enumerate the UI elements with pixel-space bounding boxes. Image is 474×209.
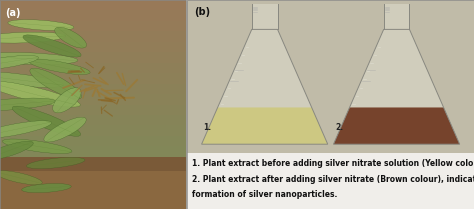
Ellipse shape [27,157,85,169]
Polygon shape [334,107,460,144]
Bar [0,157,186,209]
Bar [187,153,474,209]
Ellipse shape [0,32,65,43]
Text: 2.: 2. [336,123,344,132]
Ellipse shape [30,68,82,99]
Bar [0,8,186,21]
Ellipse shape [44,117,86,142]
Bar [0,134,186,146]
Bar [0,92,186,104]
Bar [0,165,186,178]
Polygon shape [201,29,328,144]
Bar [0,102,186,115]
Bar [252,4,278,29]
Ellipse shape [0,52,78,65]
Bar [0,0,186,10]
Bar [0,186,186,199]
Bar [0,0,186,209]
Ellipse shape [53,88,81,113]
Text: (b): (b) [194,7,210,17]
Bar [0,196,186,209]
Bar [0,71,186,84]
Text: (a): (a) [5,8,20,18]
Bar [187,0,474,209]
Text: 1.: 1. [203,123,211,132]
Ellipse shape [0,81,80,107]
Ellipse shape [0,71,64,87]
Ellipse shape [55,27,87,48]
Bar [0,144,186,157]
Ellipse shape [29,59,90,74]
Ellipse shape [12,106,81,136]
Ellipse shape [23,35,81,57]
Bar [0,29,186,42]
Bar [187,0,474,153]
Bar [0,40,186,52]
Bar [0,155,186,167]
Text: 1. Plant extract before adding silver nitrate solution (Yellow colour).: 1. Plant extract before adding silver ni… [192,159,474,168]
Ellipse shape [0,141,33,160]
Bar [0,19,186,31]
Bar [383,4,410,29]
Ellipse shape [22,184,71,193]
Text: formation of silver nanoparticles.: formation of silver nanoparticles. [192,190,337,199]
Bar [0,176,186,188]
Bar [0,123,186,136]
Bar [0,171,186,209]
Polygon shape [334,29,460,144]
Ellipse shape [0,55,38,70]
Text: 2. Plant extract after adding silver nitrate (Brown colour), indicate the: 2. Plant extract after adding silver nit… [192,175,474,184]
Ellipse shape [2,139,72,154]
Bar [0,82,186,94]
Bar [0,113,186,125]
Bar [0,50,186,63]
Ellipse shape [8,20,74,31]
Ellipse shape [0,121,52,138]
Bar [0,61,186,73]
Polygon shape [201,107,328,144]
Ellipse shape [0,98,55,111]
Ellipse shape [0,171,42,185]
